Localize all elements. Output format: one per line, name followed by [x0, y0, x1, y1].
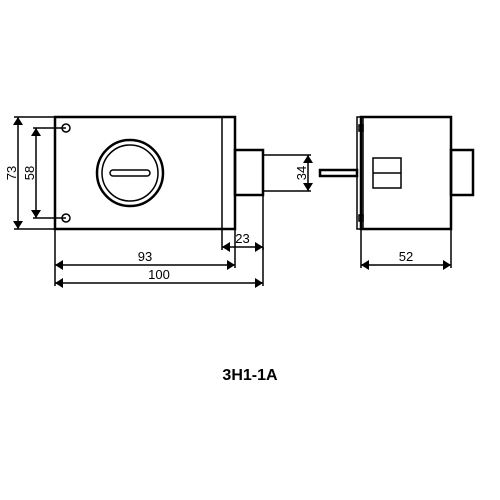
dim-93: 93	[138, 249, 152, 264]
front-knob	[97, 140, 163, 206]
dim-58: 58	[22, 166, 37, 180]
knob-slot	[110, 170, 150, 176]
dim-23: 23	[235, 231, 249, 246]
front-body	[55, 117, 235, 229]
front-latch	[235, 150, 263, 195]
dim-73: 73	[4, 166, 19, 180]
side-latch	[451, 150, 473, 195]
side-spindle	[320, 170, 357, 176]
dim-100: 100	[148, 267, 170, 282]
dim-34: 34	[294, 166, 309, 180]
lock-technical-drawing: 7358 34 23 93 100 52 3H1-1A	[0, 0, 500, 500]
drawing-title: 3H1-1A	[222, 367, 278, 384]
dim-52: 52	[399, 249, 413, 264]
